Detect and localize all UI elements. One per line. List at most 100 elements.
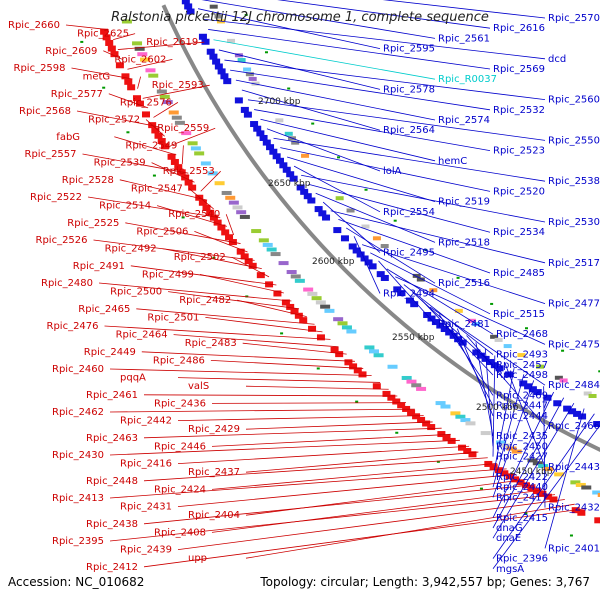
right-gene-label: Rpic_2519 <box>438 197 490 208</box>
cog-block <box>402 376 412 380</box>
forward-gene-mark <box>171 159 179 165</box>
left-leader-line <box>212 463 497 489</box>
left-gene-label: Rpic_2437 <box>188 467 240 478</box>
left-gene-label: Rpic_2514 <box>99 201 151 212</box>
tick-mark <box>480 488 483 490</box>
tick-mark <box>355 401 358 403</box>
cog-block-inner <box>455 309 463 313</box>
cog-block <box>229 201 239 205</box>
reverse-gene-mark <box>381 275 389 281</box>
forward-gene-mark <box>335 351 343 357</box>
right-gene-label: Rpic_2517 <box>548 258 600 269</box>
left-gene-label: Rpic_2525 <box>67 218 119 229</box>
left-gene-label: Rpic_2429 <box>188 424 240 435</box>
cog-block <box>251 229 261 233</box>
right-gene-label: Rpic_2554 <box>383 207 435 218</box>
left-gene-label: Rpic_2463 <box>86 433 138 444</box>
right-gene-label: Rpic_2477 <box>548 299 600 310</box>
tick-mark <box>311 123 314 125</box>
cog-block <box>236 210 246 214</box>
right-gene-label: Rpic_2484 <box>548 380 600 391</box>
right-gene-label: Rpic_2523 <box>493 146 545 157</box>
tick-mark <box>280 332 283 334</box>
right-gene-label: Rpic_2498 <box>496 370 548 381</box>
right-gene-label: Rpic_2520 <box>493 186 545 197</box>
cog-block <box>232 205 242 209</box>
left-gene-label: Rpic_2568 <box>19 106 71 117</box>
tick-mark <box>153 175 156 177</box>
cog-block <box>225 196 235 200</box>
left-leader-line <box>178 474 516 506</box>
left-leader-line <box>182 145 183 164</box>
right-gene-label: Rpic_2443 <box>548 462 600 473</box>
cog-block <box>342 325 352 329</box>
left-gene-label: Rpic_2577 <box>51 89 103 100</box>
cog-block <box>436 401 446 405</box>
left-gene-label: Rpic_2449 <box>84 347 136 358</box>
right-gene-label: Rpic_2530 <box>548 217 600 228</box>
tick-mark <box>126 131 129 133</box>
right-gene-label: Rpic_2534 <box>493 227 545 238</box>
right-gene-label: dcd <box>548 54 566 65</box>
left-gene-label: Rpic_2602 <box>114 54 166 65</box>
cog-block <box>222 191 232 195</box>
right-gene-label: Rpic_R0037 <box>438 74 497 85</box>
cog-block <box>374 353 384 357</box>
cog-block <box>369 349 379 353</box>
cog-block-inner <box>373 236 381 240</box>
cog-block <box>279 261 289 265</box>
cog-block <box>465 421 475 425</box>
reverse-gene-mark <box>202 39 210 45</box>
left-gene-label: Rpic_2404 <box>188 510 240 521</box>
forward-gene-mark <box>142 111 150 117</box>
left-gene-label: Rpic_2448 <box>86 476 138 487</box>
right-gene-label: hemC <box>438 156 467 167</box>
left-gene-label: Rpic_2483 <box>185 338 237 349</box>
scale-label: 2600 kbp <box>312 257 355 267</box>
left-gene-label: Rpic_2598 <box>14 63 66 74</box>
left-leader-line <box>189 188 214 209</box>
cog-block <box>169 110 179 114</box>
tick-mark <box>365 189 368 191</box>
left-gene-label: Rpic_2464 <box>116 330 168 341</box>
right-gene-label: Rpic_2427 <box>496 452 548 463</box>
cog-block <box>259 238 269 242</box>
left-gene-label: Rpic_2572 <box>88 115 140 126</box>
tick-mark <box>395 432 398 434</box>
reverse-gene-mark <box>341 235 349 241</box>
cog-block <box>307 292 317 296</box>
left-gene-label: Rpic_2412 <box>86 562 138 573</box>
cog-block <box>291 274 301 278</box>
cog-block <box>320 305 330 309</box>
right-gene-label: Rpic_2485 <box>493 268 545 279</box>
left-gene-label: Rpic_2540 <box>168 209 220 220</box>
right-gene-label: Rpic_2481 <box>438 319 490 330</box>
right-gene-label: Rpic_2401 <box>548 543 600 554</box>
reverse-gene-mark <box>322 215 330 221</box>
left-gene-label: Rpic_2547 <box>131 183 183 194</box>
cog-block <box>364 345 374 349</box>
cog-block <box>240 215 250 219</box>
left-gene-label: Rpic_2486 <box>153 355 205 366</box>
reverse-gene-mark <box>307 198 315 204</box>
right-gene-label: Rpic_2578 <box>383 84 435 95</box>
right-gene-label: Rpic_2417 <box>496 492 548 503</box>
left-gene-label: upp <box>188 553 207 564</box>
scale-label: 2550 kbp <box>392 333 435 343</box>
left-gene-label: Rpic_2502 <box>174 252 226 263</box>
cog-block <box>303 288 313 292</box>
cog-block <box>145 68 155 72</box>
left-leader-line <box>246 422 433 429</box>
forward-gene-mark <box>594 517 600 523</box>
forward-gene-mark <box>124 79 132 85</box>
left-gene-label: Rpic_2500 <box>110 287 162 298</box>
left-gene-label: Rpic_2499 <box>142 269 194 280</box>
cog-block-inner <box>210 5 218 9</box>
scale-label: 2450 kbp <box>510 467 553 477</box>
left-leader-line <box>144 395 397 396</box>
left-leader-line <box>212 403 406 404</box>
cog-block <box>148 74 158 78</box>
cog-block-inner <box>589 394 597 398</box>
left-gene-label: Rpic_2526 <box>36 235 88 246</box>
